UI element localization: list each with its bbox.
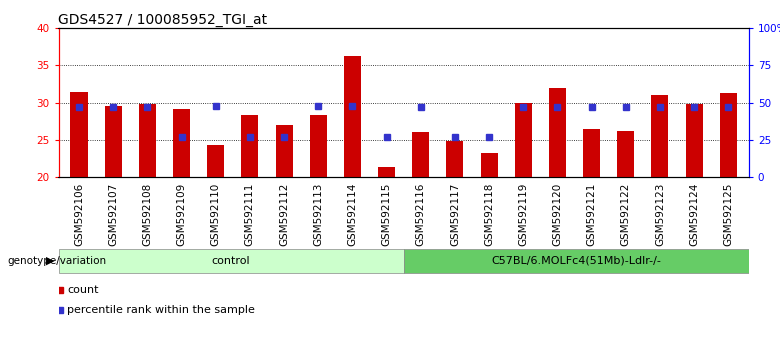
- Text: GSM592115: GSM592115: [381, 183, 392, 246]
- Bar: [58, 249, 404, 273]
- Bar: [275, 125, 292, 177]
- Bar: [378, 167, 395, 177]
- Bar: [480, 153, 498, 177]
- Text: ▶: ▶: [46, 256, 55, 266]
- Text: count: count: [67, 285, 98, 295]
- Bar: [207, 145, 224, 177]
- Text: GSM592125: GSM592125: [723, 183, 733, 246]
- Text: GSM592108: GSM592108: [143, 183, 152, 246]
- Bar: [446, 141, 463, 177]
- Bar: [173, 109, 190, 177]
- Bar: [515, 103, 532, 177]
- Bar: [412, 132, 429, 177]
- Text: GSM592119: GSM592119: [518, 183, 528, 246]
- Bar: [720, 93, 737, 177]
- Text: GSM592116: GSM592116: [416, 183, 426, 246]
- Text: GSM592124: GSM592124: [689, 183, 699, 246]
- Text: GSM592118: GSM592118: [484, 183, 494, 246]
- Bar: [139, 104, 156, 177]
- Text: percentile rank within the sample: percentile rank within the sample: [67, 305, 255, 315]
- Text: GSM592112: GSM592112: [279, 183, 289, 246]
- Text: GSM592111: GSM592111: [245, 183, 255, 246]
- Bar: [105, 106, 122, 177]
- Bar: [404, 249, 749, 273]
- Bar: [344, 56, 361, 177]
- Text: GSM592113: GSM592113: [314, 183, 323, 246]
- Text: GSM592117: GSM592117: [450, 183, 460, 246]
- Bar: [70, 92, 87, 177]
- Bar: [583, 129, 600, 177]
- Text: GDS4527 / 100085952_TGI_at: GDS4527 / 100085952_TGI_at: [58, 13, 268, 27]
- Text: GSM592122: GSM592122: [621, 183, 631, 246]
- Text: control: control: [211, 256, 250, 266]
- Text: GSM592114: GSM592114: [347, 183, 357, 246]
- Text: GSM592121: GSM592121: [587, 183, 597, 246]
- Bar: [686, 104, 703, 177]
- Text: GSM592120: GSM592120: [552, 183, 562, 246]
- Bar: [310, 115, 327, 177]
- Text: GSM592123: GSM592123: [655, 183, 665, 246]
- Text: genotype/variation: genotype/variation: [8, 256, 107, 266]
- Text: C57BL/6.MOLFc4(51Mb)-Ldlr-/-: C57BL/6.MOLFc4(51Mb)-Ldlr-/-: [491, 256, 661, 266]
- Bar: [651, 95, 668, 177]
- Text: GSM592106: GSM592106: [74, 183, 84, 246]
- Text: GSM592107: GSM592107: [108, 183, 119, 246]
- Bar: [549, 88, 566, 177]
- Text: GSM592110: GSM592110: [211, 183, 221, 246]
- Bar: [617, 131, 634, 177]
- Text: GSM592109: GSM592109: [176, 183, 186, 246]
- Bar: [241, 115, 258, 177]
